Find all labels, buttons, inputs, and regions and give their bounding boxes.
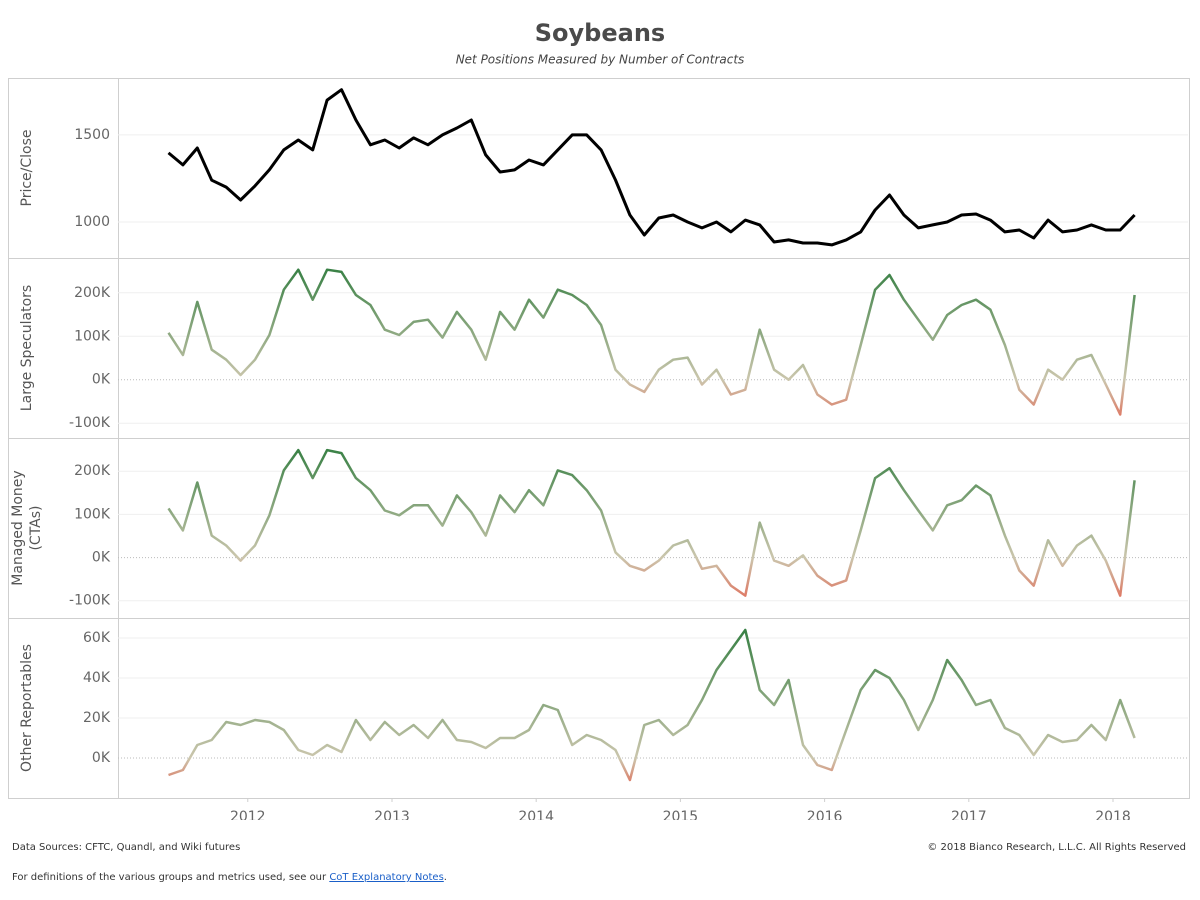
series-line	[167, 268, 1136, 416]
y-tick-label: 0K	[92, 750, 111, 766]
y-axis-label: Large Speculators	[19, 285, 35, 411]
x-tick-label: 2013	[374, 809, 410, 820]
y-tick-label: 1500	[74, 127, 110, 143]
y-tick-label: 60K	[83, 630, 111, 646]
note-end: .	[443, 872, 447, 883]
y-axis-label: Managed Money	[10, 470, 26, 585]
notes-link[interactable]: CoT Explanatory Notes	[329, 872, 444, 883]
x-tick-label: 2018	[1095, 809, 1131, 820]
y-tick-label: 200K	[74, 463, 111, 479]
series-line	[167, 88, 1136, 247]
x-tick-label: 2015	[663, 809, 699, 820]
footer-note: For definitions of the various groups an…	[12, 872, 447, 883]
y-axis-label: Other Reportables	[19, 644, 35, 772]
y-tick-label: -100K	[69, 415, 111, 431]
y-tick-label: 20K	[83, 710, 111, 726]
y-tick-label: 0K	[92, 372, 111, 388]
y-tick-label: 40K	[83, 670, 111, 686]
chart-subtitle: Net Positions Measured by Number of Cont…	[456, 53, 745, 67]
chart-title: Soybeans	[535, 19, 665, 47]
frame	[8, 78, 1190, 799]
y-axis-label: (CTAs)	[28, 505, 44, 550]
chart: Soybeans Net Positions Measured by Numbe…	[8, 19, 1190, 820]
y-tick-label: -100K	[69, 593, 111, 609]
y-tick-label: 200K	[74, 285, 111, 301]
y-tick-label: 1000	[74, 214, 110, 230]
series-line	[168, 628, 1136, 782]
footer-sources: Data Sources: CFTC, Quandl, and Wiki fut…	[12, 842, 241, 853]
y-tick-label: 100K	[74, 506, 111, 522]
series-line	[167, 448, 1136, 597]
x-tick-label: 2017	[951, 809, 987, 820]
x-tick-label: 2016	[807, 809, 843, 820]
y-axis-label: Price/Close	[19, 129, 35, 206]
x-tick-label: 2012	[230, 809, 266, 820]
x-tick-label: 2014	[518, 809, 554, 820]
footer-copyright: © 2018 Bianco Research, L.L.C. All Right…	[927, 842, 1186, 853]
y-tick-label: 100K	[74, 328, 111, 344]
note-text: For definitions of the various groups an…	[12, 872, 330, 883]
y-tick-label: 0K	[92, 550, 111, 566]
